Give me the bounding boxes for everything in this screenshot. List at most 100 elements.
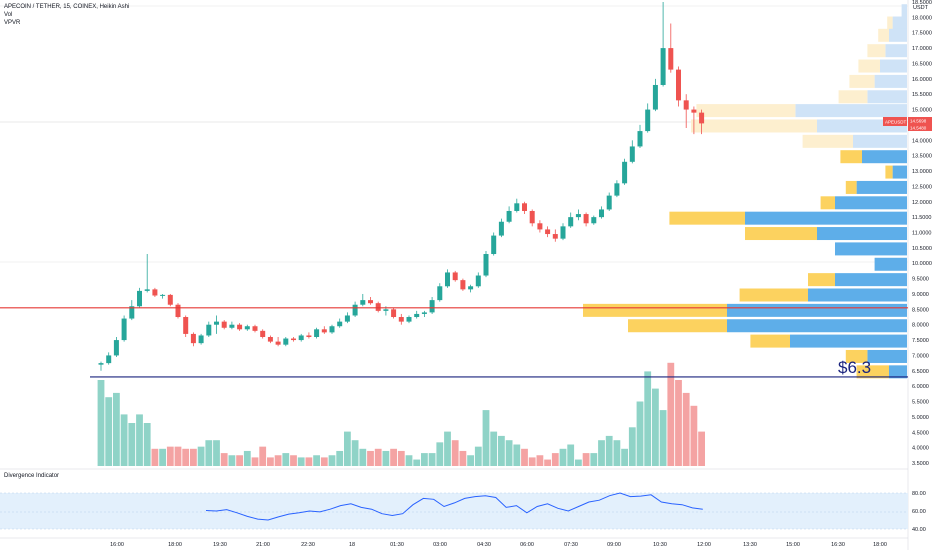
vpvr-sell-bar [845, 180, 857, 194]
time-tick-label: 21:00 [256, 542, 270, 548]
candle-body [352, 304, 358, 316]
time-tick-label: 03:00 [433, 542, 447, 548]
volume-bar [297, 457, 305, 466]
volume-bar [690, 405, 698, 466]
price-tick-label: 5.0000 [912, 415, 929, 421]
candle-body [106, 355, 112, 364]
vpvr-buy-bar [745, 211, 907, 225]
volume-bar [421, 453, 428, 466]
candle-body [506, 210, 512, 222]
volume-bar [166, 446, 174, 466]
candle-body [645, 109, 651, 132]
volume-bar [428, 453, 436, 466]
time-tick-label: 18 [349, 542, 355, 548]
volume-bar [636, 401, 644, 466]
candle-body [406, 317, 412, 322]
candle-body [291, 338, 296, 341]
candle-body [629, 146, 635, 162]
volume-bar [605, 435, 613, 466]
vol-legend-label[interactable]: Vol [4, 12, 13, 18]
volume-bar [682, 392, 690, 466]
vpvr-sell-bar [878, 28, 889, 42]
volume-bar [521, 448, 528, 466]
vpvr-buy-bar [867, 90, 907, 104]
volume-bar [659, 410, 667, 466]
time-tick-label: 10:30 [653, 542, 667, 548]
price-axis[interactable]: 18.5000 18.0000 17.5000 17.0000 16.5000 16.00… [912, 0, 932, 467]
candle-body [121, 318, 127, 341]
indicator-axis: 80.00 60.00 40.00 [912, 491, 926, 533]
price-tick-label: 15.0000 [912, 108, 932, 114]
volume-bar [451, 440, 459, 466]
price-tick-label: 14.0000 [912, 138, 932, 144]
price-tick-label: 4.5000 [912, 430, 929, 436]
volume-bar [498, 435, 505, 466]
candle-body [545, 229, 551, 235]
volume-bar [413, 459, 421, 466]
volume-bar [228, 455, 236, 466]
time-tick-label: 07:30 [564, 542, 578, 548]
volume-bar [344, 431, 351, 466]
price-tick-label: 11.5000 [912, 215, 931, 221]
volume-bar [290, 455, 297, 466]
candle-body [190, 333, 196, 344]
vpvr-sell-bar [867, 44, 886, 58]
indicator-title[interactable]: Divergence Indicator [4, 473, 60, 479]
volume-bar [675, 380, 682, 466]
candle-body [452, 272, 458, 281]
time-tick-label: 18:00 [168, 542, 182, 548]
vpvr-sell-bar [583, 303, 727, 317]
candle-body [298, 335, 304, 341]
candle-body [306, 335, 312, 337]
vpvr-profile [583, 4, 907, 379]
symbol-title[interactable]: APECOIN / TETHER, 15, COINEX, Heikin Ash… [4, 4, 130, 10]
candle-body [683, 100, 689, 110]
vpvr-buy-bar [817, 227, 907, 241]
vpvr-buy-bar [901, 4, 907, 18]
volume-bar [628, 427, 636, 466]
vpvr-sell-bar [885, 165, 893, 179]
volume-bar [236, 455, 243, 466]
volume-bar [652, 388, 659, 466]
candle-body [622, 161, 628, 184]
volume-bar [467, 455, 474, 466]
time-tick-label: 01:30 [390, 542, 404, 548]
candle-body [514, 203, 520, 211]
candle-body [660, 48, 666, 85]
volume-bars [97, 362, 705, 466]
candle-body [398, 317, 404, 322]
support-price-annotation: $6.3 [838, 358, 871, 377]
candle-body [391, 309, 397, 318]
price-tick-label: 13.5000 [912, 154, 932, 160]
candle-body [368, 300, 373, 304]
price-tick-label: 8.5000 [912, 307, 929, 313]
time-axis[interactable]: 16:00 18:00 19:30 21:00 22:30 18 01:30 03:00 04:… [110, 542, 887, 548]
vpvr-sell-bar [696, 104, 796, 118]
vpvr-legend-label[interactable]: VPVR [4, 20, 21, 26]
vpvr-buy-bar [874, 257, 907, 271]
candle-body [98, 363, 104, 365]
volume-bar [351, 440, 359, 466]
vpvr-buy-bar [867, 349, 907, 363]
volume-bar [267, 457, 274, 466]
candle-body [614, 183, 620, 196]
candle-body [421, 312, 427, 314]
candle-body [129, 306, 135, 319]
price-tick-label: 11.0000 [912, 231, 931, 237]
vpvr-sell-bar [849, 74, 875, 88]
price-tick-label: 13.0000 [912, 169, 932, 175]
volume-bar [274, 455, 282, 466]
time-tick-label: 15:00 [786, 542, 800, 548]
candle-body [229, 324, 235, 328]
candle-body [460, 280, 466, 290]
vpvr-sell-bar [739, 288, 808, 302]
candles [98, 2, 705, 371]
volume-bar [97, 380, 105, 466]
volume-bar [590, 453, 598, 466]
candle-body [260, 330, 266, 337]
volume-bar [575, 459, 582, 466]
volume-bar [459, 450, 467, 466]
candle-body [599, 209, 604, 218]
volume-bar [105, 397, 113, 466]
